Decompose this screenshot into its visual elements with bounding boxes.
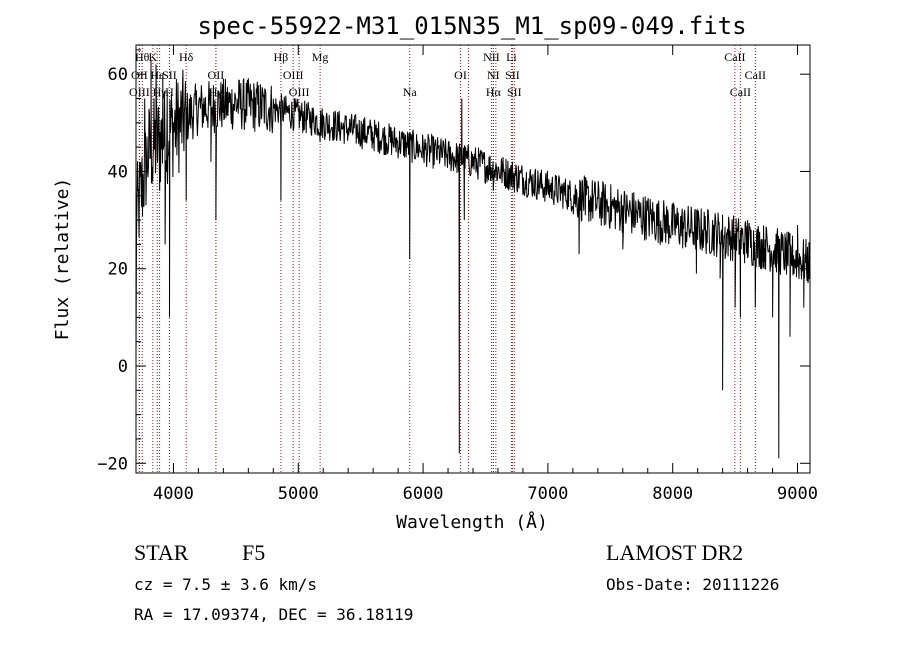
x-tick-label: 9000 [777, 484, 818, 504]
line-label-group: HθOIIOIIIKHεHγSIIHHδOIIHγHβOIIIOIIIMgNaO… [129, 50, 766, 99]
line-marker-label: Hθ [135, 50, 150, 64]
line-marker-label: Li [506, 50, 517, 64]
y-axis-label: Flux (relative) [52, 178, 73, 341]
x-axis-label: Wavelength (Å) [396, 511, 548, 533]
observation-date: Obs-Date: 20111226 [606, 575, 779, 594]
x-tick-label: 5000 [278, 484, 319, 504]
line-marker-label: OIII [289, 85, 310, 99]
line-marker-label: OII [208, 68, 225, 82]
y-tick-label: 20 [108, 260, 128, 280]
line-marker-label: Hε [150, 68, 164, 82]
line-marker-label: Hγ [209, 85, 224, 99]
redshift-text: cz = 7.5 ± 3.6 km/s [134, 575, 317, 594]
line-marker-label: OIII [283, 68, 304, 82]
y-tick-label: 40 [108, 162, 128, 182]
x-tick-label: 6000 [403, 484, 444, 504]
coordinates-text: RA = 17.09374, DEC = 36.18119 [134, 605, 413, 624]
line-marker-label: Na [403, 85, 418, 99]
y-tick-label: 60 [108, 65, 128, 85]
line-marker-label: SII [505, 68, 520, 82]
line-marker-label: NI [487, 68, 500, 82]
x-tick-label: 8000 [652, 484, 693, 504]
y-tick-label: −20 [97, 454, 128, 474]
survey-name: LAMOST DR2 [606, 540, 743, 565]
chart-title: spec-55922-M31_015N35_M1_sp09-049.fits [197, 12, 746, 40]
line-marker-label: H [165, 85, 174, 99]
line-marker-label: OII [131, 68, 148, 82]
line-marker-label: K [149, 50, 158, 64]
x-axis: 4000 5000 6000 7000 8000 9000 [153, 45, 818, 504]
line-marker-label: Mg [312, 50, 329, 64]
line-marker-label: CaII [745, 68, 766, 82]
object-class: STAR [134, 540, 189, 565]
line-marker-label: OI [454, 68, 467, 82]
line-marker-label: Hα [486, 85, 502, 99]
line-marker-label: NII [483, 50, 500, 64]
spectral-subclass: F5 [242, 540, 265, 565]
line-marker-label: Hβ [274, 50, 289, 64]
line-marker-label: OIII [129, 85, 150, 99]
x-tick-label: 4000 [153, 484, 194, 504]
line-marker-label: CaII [724, 50, 745, 64]
line-marker-label: Hδ [179, 50, 194, 64]
y-tick-label: 0 [118, 357, 128, 377]
y-axis: −20 0 20 40 60 [97, 49, 810, 474]
spectrum-line [135, 59, 811, 459]
line-marker-label: CaII [730, 85, 751, 99]
line-marker-label: SII [507, 85, 522, 99]
x-tick-label: 7000 [527, 484, 568, 504]
line-marker-label: SII [162, 68, 177, 82]
